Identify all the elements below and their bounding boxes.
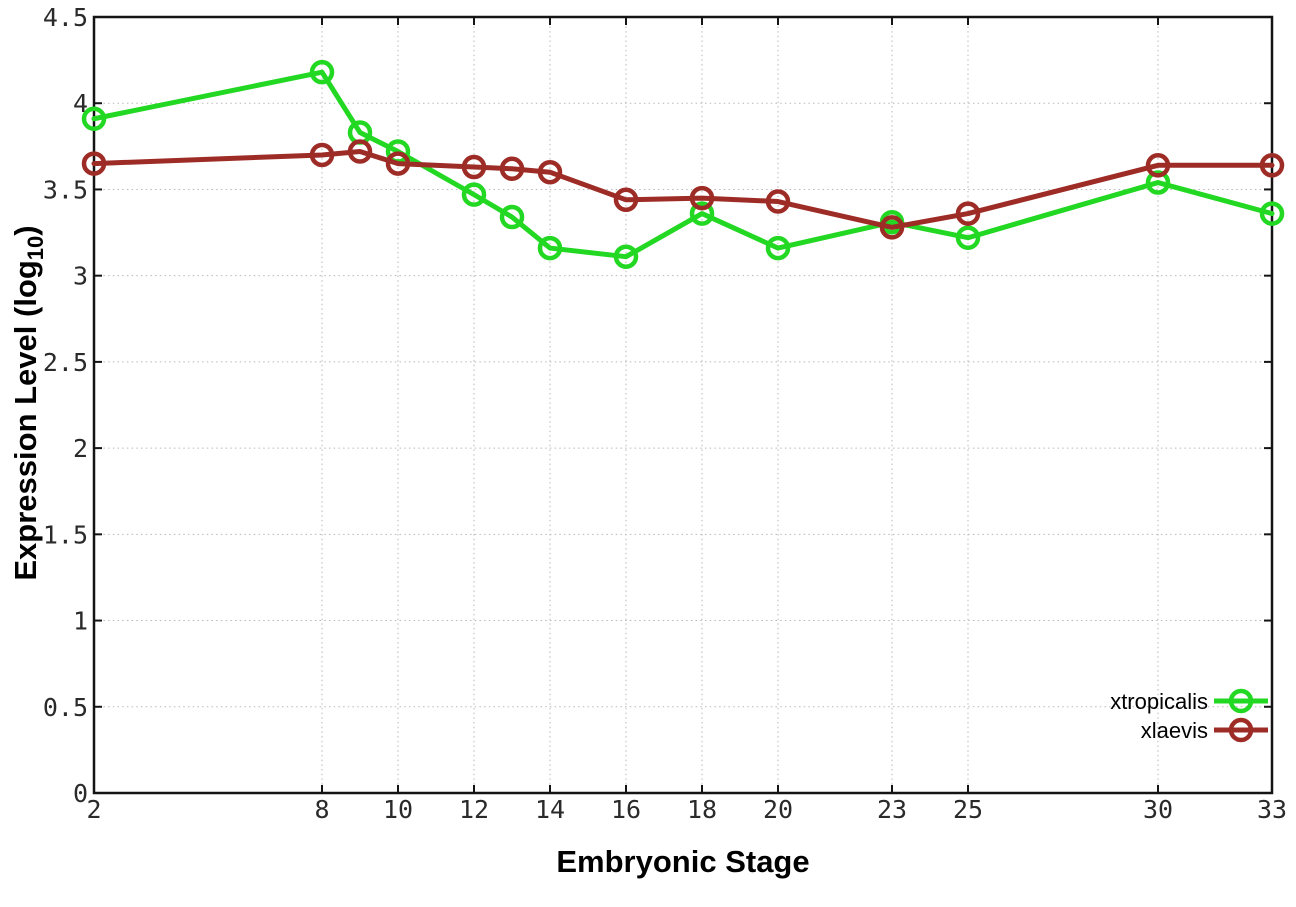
data-point-xtropicalis	[309, 59, 335, 85]
plot-border	[92, 15, 1274, 795]
data-point-xtropicalis	[499, 204, 525, 230]
series-xtropicalis	[81, 59, 1285, 269]
x-tick-label: 12	[459, 795, 489, 824]
data-point-xlaevis	[879, 215, 905, 240]
data-point-xlaevis	[461, 154, 487, 180]
legend-label-xlaevis: xlaevis	[1141, 718, 1208, 743]
data-point-xlaevis	[499, 156, 525, 182]
axis-ticks	[93, 16, 1273, 794]
y-tick-label: 1	[73, 607, 88, 636]
y-tick-label: 3	[73, 262, 88, 291]
y-tick-label: 3.5	[43, 175, 88, 204]
legend-marker-circle-icon	[1228, 717, 1254, 743]
x-tick-label: 20	[763, 795, 793, 824]
y-tick-label: 4.5	[43, 3, 88, 32]
y-tick-label: 1.5	[43, 520, 88, 549]
x-tick-label: 10	[383, 795, 413, 824]
legend-marker-circle-icon	[1228, 688, 1254, 714]
y-tick-label: 2.5	[43, 348, 88, 377]
x-tick-label: 2	[86, 795, 101, 824]
data-point-xtropicalis	[1259, 201, 1285, 226]
data-point-xlaevis	[1145, 153, 1171, 178]
data-point-xtropicalis	[1145, 170, 1171, 195]
x-tick-label: 14	[535, 795, 565, 824]
data-point-xtropicalis	[461, 182, 487, 207]
x-tick-label: 25	[953, 795, 983, 824]
data-point-xtropicalis	[613, 244, 639, 269]
x-axis-title: Embryonic Stage	[556, 844, 809, 879]
series-line-xtropicalis	[91, 69, 1275, 260]
data-point-xtropicalis	[537, 235, 563, 261]
x-tick-label: 16	[611, 795, 641, 824]
x-tick-label: 8	[314, 795, 329, 824]
data-point-xlaevis	[385, 151, 411, 176]
data-point-xlaevis	[689, 185, 715, 211]
y-tick-label: 2	[73, 434, 88, 463]
data-point-xlaevis	[765, 189, 791, 214]
y-axis-title-subscript: 10	[23, 236, 48, 260]
y-axis-title: Expression Level (log10)	[8, 225, 48, 580]
series-line-xlaevis	[91, 149, 1275, 230]
data-point-xtropicalis	[955, 225, 981, 250]
grid-lines	[94, 17, 1272, 793]
y-axis-title-main: Expression Level (log	[8, 260, 43, 580]
series-xlaevis	[81, 139, 1285, 240]
data-point-xlaevis	[537, 159, 563, 185]
data-point-xtropicalis	[81, 106, 107, 131]
x-tick-label: 33	[1257, 795, 1287, 824]
data-point-xlaevis	[955, 201, 981, 226]
data-point-xtropicalis	[689, 201, 715, 226]
y-axis-title-close: )	[8, 225, 43, 235]
data-point-xlaevis	[309, 142, 335, 168]
legend-label-xtropicalis: xtropicalis	[1110, 689, 1208, 714]
y-tick-labels: 0 0.5 1 1.5 2 2.5 3 3.5 4 4.5	[43, 3, 88, 808]
y-tick-label: 0	[73, 779, 88, 808]
data-point-xlaevis	[81, 151, 107, 176]
x-tick-label: 30	[1143, 795, 1173, 824]
x-tick-labels: 2 8 10 12 14 16 18 20 23 25 30 33	[86, 795, 1287, 824]
data-point-xlaevis	[613, 187, 639, 213]
y-tick-label: 0.5	[43, 693, 88, 722]
data-point-xtropicalis	[765, 235, 791, 261]
x-tick-label: 23	[877, 795, 907, 824]
legend: xtropicalis xlaevis	[1110, 688, 1268, 743]
data-point-xlaevis	[1259, 153, 1285, 178]
y-tick-label: 4	[73, 89, 88, 118]
data-point-xlaevis	[347, 139, 373, 164]
x-tick-label: 18	[687, 795, 717, 824]
